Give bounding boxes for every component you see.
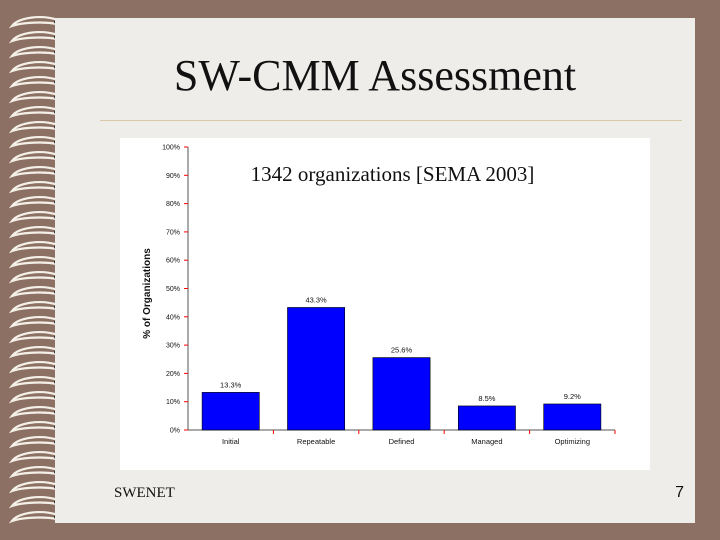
binding-ring [8,211,59,224]
binding-ring [8,331,59,344]
bar [372,357,431,431]
binding-ring [8,16,59,29]
binding-ring [8,46,59,59]
binding-ring [8,481,59,494]
bar [287,307,346,431]
y-tick-label: 0% [170,428,180,435]
y-tick-label: 40% [166,314,180,321]
x-tick-label: Repeatable [297,437,335,446]
chart-area: 0% 10% 20% 30% 40% 50% 60% 70% 80% 90% 100% % of Or… [120,138,650,470]
y-tick-label: 50% [166,286,180,293]
binding-ring [8,286,59,299]
binding-ring [8,31,59,44]
binding-ring [8,301,59,314]
bar [201,392,260,431]
binding-ring [8,316,59,329]
chart-subtitle: 1342 organizations [SEMA 2003] [250,162,535,186]
x-tick-label: Optimizing [555,437,590,446]
binding-ring [8,106,59,119]
y-tick-label: 80% [166,201,180,208]
binding-ring [8,271,59,284]
x-tick-label: Defined [389,437,415,446]
y-tick-label: 10% [166,399,180,406]
binding-ring [8,421,59,434]
binding-ring [8,466,59,479]
title-divider [100,120,682,121]
bar-value-label: 25.6% [391,346,413,355]
y-tick-label: 100% [162,145,180,152]
binding-ring [8,61,59,74]
y-tick-label: 90% [166,173,180,180]
binding-ring [8,376,59,389]
bar-value-label: 9.2% [564,392,581,401]
binding-ring [8,226,59,239]
x-tick-label: Managed [471,437,502,446]
y-tick-label: 60% [166,258,180,265]
bar-chart: 0% 10% 20% 30% 40% 50% 60% 70% 80% 90% 100% % of Or… [142,145,616,446]
y-axis-label: % of Organizations [142,248,153,339]
bar [457,405,516,431]
bar [543,403,602,431]
binding-ring [8,151,59,164]
binding-ring [8,511,59,524]
binding-ring [8,436,59,449]
bar-value-label: 13.3% [220,380,242,389]
binding-ring [8,361,59,374]
page-number: 7 [675,484,684,501]
binding-ring [8,121,59,134]
binding-ring [8,391,59,404]
y-tick-label: 30% [166,343,180,350]
y-tick-label: 70% [166,229,180,236]
bar-value-label: 43.3% [305,295,327,304]
footer-label: SWENET [114,485,175,501]
binding-ring [8,166,59,179]
binding-ring [8,76,59,89]
binding-ring [8,406,59,419]
bar-value-label: 8.5% [478,394,495,403]
binding-ring [8,181,59,194]
binding-ring [8,196,59,209]
binding-ring [8,91,59,104]
x-tick-label: Initial [222,437,240,446]
binding-ring [8,241,59,254]
binding-ring [8,136,59,149]
binding-ring [8,451,59,464]
binding-ring [8,496,59,509]
binding-ring [8,256,59,269]
binding-ring [8,346,59,359]
slide-title: SW-CMM Assessment [173,51,577,100]
y-tick-label: 20% [166,371,180,378]
